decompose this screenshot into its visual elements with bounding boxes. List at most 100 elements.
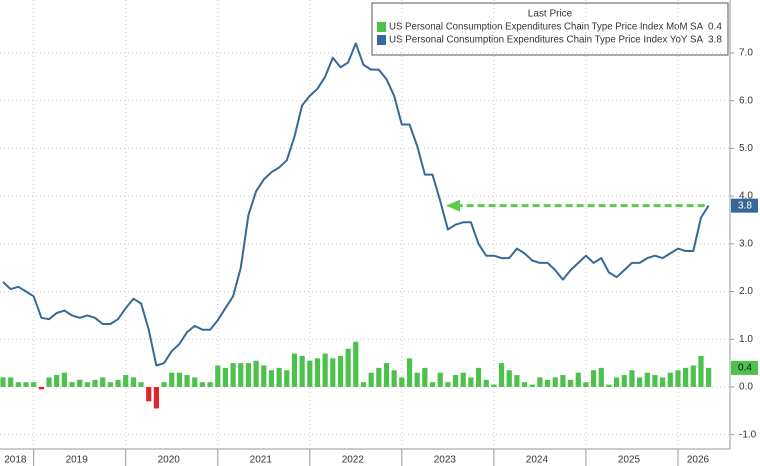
bar: [514, 375, 520, 387]
bar: [483, 379, 489, 387]
bar: [414, 372, 420, 387]
bar: [629, 370, 635, 387]
x-tick-label: 2025: [618, 455, 641, 466]
legend: Last Price US Personal Consumption Expen…: [371, 2, 729, 56]
bar: [130, 377, 136, 387]
bar: [107, 382, 113, 387]
bar: [284, 370, 290, 387]
value-tag-label: 0.4: [738, 363, 752, 374]
bar: [123, 375, 129, 387]
y-tick-label: 7.0: [739, 48, 753, 59]
legend-swatch: [377, 22, 386, 32]
bar: [368, 372, 374, 387]
legend-box: [371, 2, 729, 56]
y-tick-label: 5.0: [739, 143, 753, 154]
bar: [169, 372, 175, 387]
legend-swatch: [377, 35, 386, 45]
bar: [614, 377, 620, 387]
legend-value: 0.4: [708, 22, 722, 33]
bar: [560, 375, 566, 387]
bar: [360, 382, 367, 387]
bar: [100, 377, 106, 387]
bar: [583, 382, 589, 387]
annotation-arrowhead: [446, 199, 460, 212]
bar: [468, 377, 474, 387]
bar: [253, 360, 259, 387]
bar: [683, 367, 689, 387]
bar: [192, 377, 198, 387]
bar: [38, 386, 44, 390]
bar: [307, 360, 313, 387]
bar: [153, 386, 159, 409]
bar: [207, 382, 213, 387]
y-tick-label: 0.0: [739, 382, 753, 393]
value-tag: [731, 198, 758, 213]
bar: [567, 379, 574, 387]
bar: [322, 353, 328, 387]
bar: [54, 375, 60, 387]
bar: [77, 379, 83, 387]
bar: [437, 372, 443, 387]
bar: [544, 379, 551, 387]
bar: [460, 372, 466, 387]
legend-label: US Personal Consumption Expenditures Cha…: [389, 35, 703, 46]
bar: [291, 353, 298, 387]
y-tick-label: 2.0: [739, 286, 753, 297]
bar: [598, 367, 604, 387]
y-tick-label: 4.0: [739, 191, 753, 202]
bar: [552, 377, 558, 387]
bar: [268, 370, 275, 387]
bar: [245, 363, 252, 387]
x-tick-label: 2026: [687, 455, 710, 466]
line: [2, 42, 710, 367]
bar: [276, 367, 282, 387]
bar: [391, 370, 397, 387]
bar: [621, 375, 627, 387]
bar: [146, 386, 152, 402]
bar: [667, 372, 673, 387]
bar: [345, 348, 351, 387]
bar: [506, 370, 512, 387]
value-tag: [731, 360, 758, 375]
value-tag-label: 3.8: [738, 200, 752, 211]
bar: [299, 355, 305, 387]
y-tick-label: -1.0: [739, 429, 757, 440]
legend-label: US Personal Consumption Expenditures Cha…: [389, 22, 703, 33]
x-tick-label: 2024: [526, 455, 549, 466]
bar: [330, 358, 336, 387]
bar: [46, 377, 52, 387]
bar: [590, 370, 597, 387]
bar: [406, 358, 413, 387]
bar: [176, 372, 183, 387]
bar: [92, 379, 98, 387]
bar: [115, 379, 121, 387]
bar: [215, 365, 221, 387]
bar: [0, 377, 6, 387]
bar: [429, 382, 436, 387]
bar: [521, 382, 528, 387]
legend-title: Last Price: [528, 9, 573, 20]
bar: [84, 382, 90, 387]
bar: [376, 367, 382, 387]
bar: [261, 365, 267, 387]
bar: [314, 358, 321, 387]
bar: [606, 384, 612, 387]
bar: [337, 355, 344, 387]
bar: [8, 377, 14, 387]
y-tick-label: 6.0: [739, 95, 753, 106]
y-tick-label: 3.0: [739, 238, 753, 249]
bar: [184, 375, 190, 387]
bar: [575, 372, 581, 387]
bar: [61, 372, 67, 387]
bar: [23, 382, 29, 387]
bar: [399, 377, 405, 387]
bar: [644, 372, 650, 387]
bar: [706, 367, 712, 387]
bar: [637, 377, 643, 387]
bar: [690, 365, 696, 387]
x-tick-label: 2021: [250, 455, 273, 466]
bar: [498, 363, 505, 387]
y-tick-label: 1.0: [739, 334, 753, 345]
